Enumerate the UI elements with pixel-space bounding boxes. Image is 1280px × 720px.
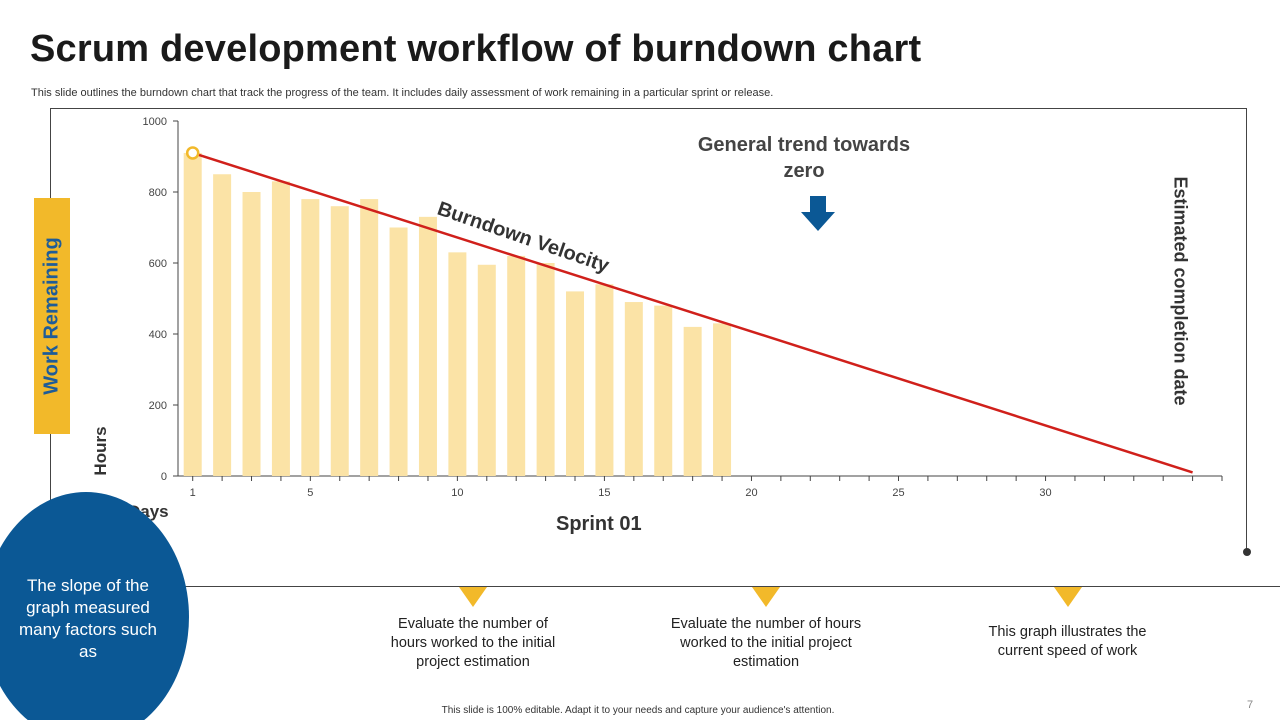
bar [507,255,526,476]
note-3: This graph illustrates the current speed… [988,624,1147,659]
bar [477,264,496,476]
bar [566,291,585,476]
bar [360,199,379,476]
slide-title: Scrum development workflow of burndown c… [30,28,922,70]
bar [271,181,290,476]
work-remaining-box [34,198,70,434]
bar [213,174,232,476]
slide-subtitle: This slide outlines the burndown chart t… [31,87,774,99]
callout-text: The slope of the graph measured many fac… [19,576,157,661]
x-tick-label: 25 [892,487,904,499]
trend-annotation: General trend towards zero [697,134,911,182]
bar [713,323,732,476]
x-tick-label: 10 [451,487,463,499]
y-axis-label: Hours [91,426,110,476]
x-tick-label: 5 [307,487,313,499]
bar [654,305,673,476]
y-tick-label: 400 [149,329,167,341]
page-number: 7 [1247,699,1254,711]
start-marker [185,146,200,160]
bar [683,326,702,476]
estimated-completion-label: Estimated completion date [1170,176,1191,406]
bar [183,152,202,476]
x-tick-label: 20 [745,487,757,499]
marker-triangle-1 [459,587,487,607]
bar [242,192,261,476]
bar [418,216,437,476]
bar [389,227,408,476]
marker-triangle-3 [1054,587,1082,607]
bar [330,206,349,476]
trend-line [192,151,1193,474]
x-tick-label: 15 [598,487,610,499]
divider-line [0,586,1280,587]
down-arrow-icon [801,196,835,231]
y-tick-label: 0 [161,471,167,483]
footer-text: This slide is 100% editable. Adapt it to… [441,705,835,716]
y-tick-label: 600 [149,258,167,270]
note-1: Evaluate the number of hours worked to t… [390,616,556,670]
bar [595,284,614,476]
x-tick-label: 30 [1039,487,1051,499]
bar [301,199,320,476]
frame-end-dot [1243,548,1251,556]
sprint-label: Sprint 01 [556,513,642,535]
y-tick-label: 1000 [143,116,167,128]
note-2: Evaluate the number of hours worked to t… [670,616,862,670]
callout-circle [0,492,189,720]
bar [536,263,555,476]
y-tick-label: 200 [149,400,167,412]
y-tick-label: 800 [149,187,167,199]
marker-triangle-2 [752,587,780,607]
bar [448,252,467,476]
bar [624,302,643,476]
x-tick-label: 1 [190,487,196,499]
